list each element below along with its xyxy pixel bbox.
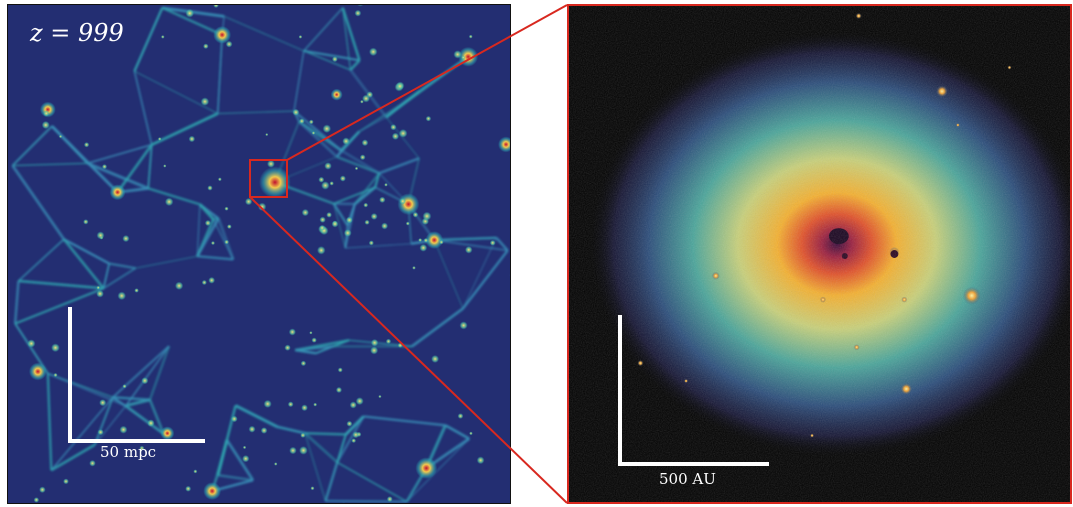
scale-bar-au bbox=[618, 315, 769, 466]
scale-bar-au-label: 500 AU bbox=[659, 470, 716, 488]
zoomed-halo-panel: 500 AU bbox=[567, 4, 1072, 504]
cosmic-web-panel: z = 999 50 mpc bbox=[7, 4, 511, 504]
scale-bar-mpc bbox=[68, 307, 205, 443]
redshift-label: z = 999 bbox=[30, 19, 124, 47]
zoomed-halo-image bbox=[569, 6, 1070, 502]
scale-bar-mpc-label: 50 mpc bbox=[100, 443, 157, 461]
